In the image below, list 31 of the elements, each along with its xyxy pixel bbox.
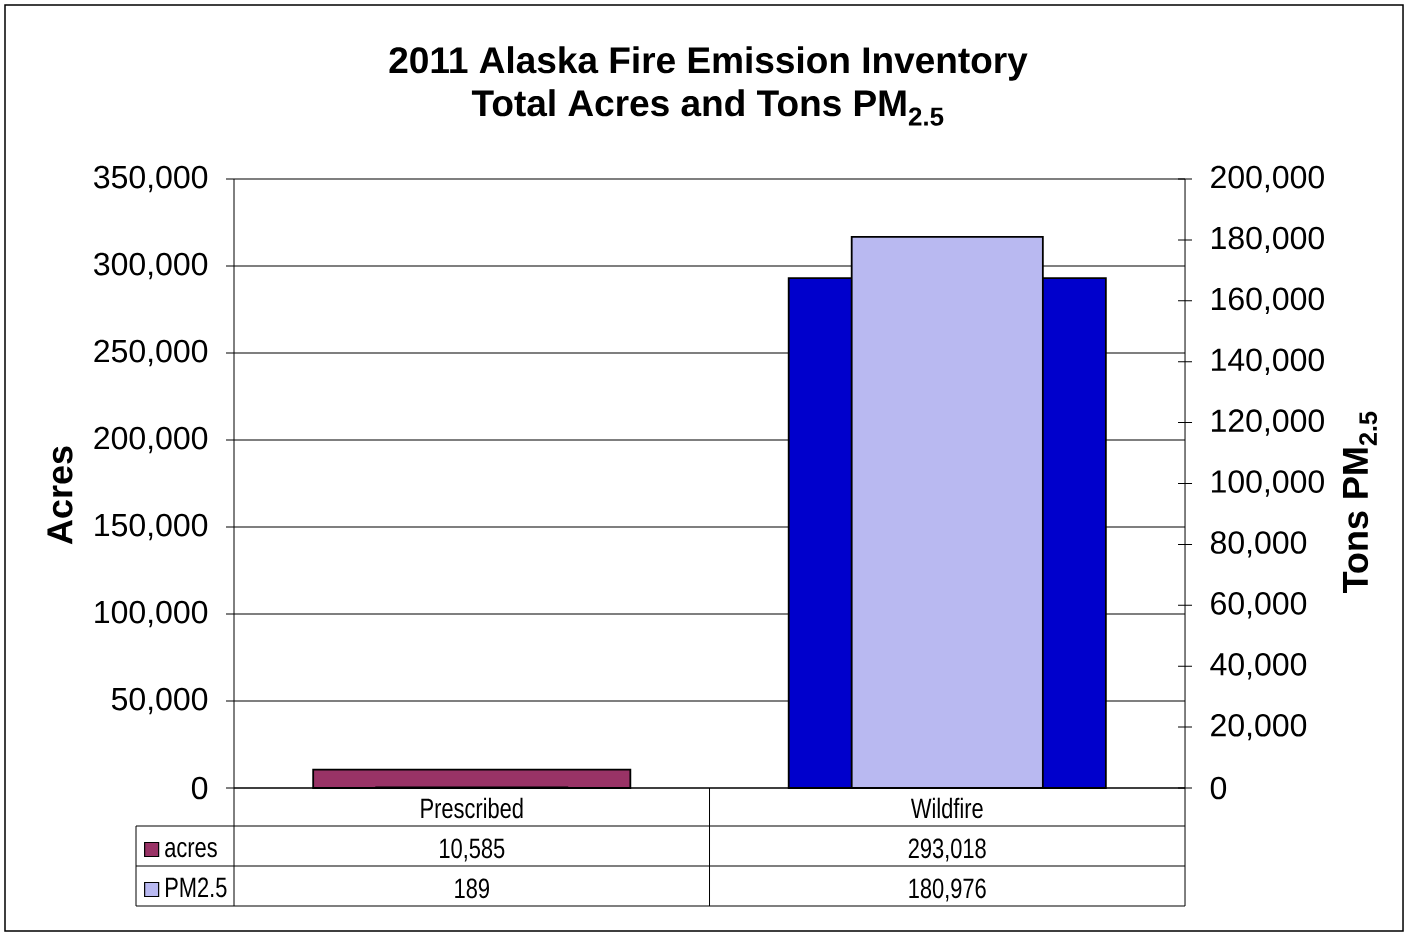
y-axis-title: Acres	[47, 446, 73, 545]
y2-tick-label: 60,000	[1211, 592, 1307, 619]
data-label: 180,976	[909, 878, 986, 902]
y-tick-label: 100,000	[95, 600, 208, 628]
data-label: 10,585	[440, 838, 505, 862]
y-tick-label: 0	[191, 776, 208, 800]
chart-subtitle: Total Acres and Tons PM$_{2.5}$	[471, 89, 944, 126]
data-label: 293,018	[908, 838, 986, 862]
legend-label: acres	[165, 841, 217, 858]
y-tick-label: 200,000	[94, 426, 208, 454]
y2-tick-label: 200,000	[1211, 165, 1324, 193]
x-tick-label: Prescribed	[421, 797, 523, 819]
y2-tick-label: 80,000	[1210, 531, 1307, 558]
y2-tick-label: 20,000	[1211, 713, 1307, 741]
y2-tick-label: 160,000	[1211, 287, 1324, 315]
y2-tick-label: 180,000	[1211, 226, 1324, 254]
y-tick-label: 50,000	[111, 687, 208, 715]
y-tick-label: 300,000	[94, 252, 208, 280]
y2-tick-label: 40,000	[1210, 652, 1307, 680]
y2-tick-label: 120,000	[1211, 409, 1324, 436]
x-tick-label: Wildfire	[910, 797, 983, 819]
data-label: 189	[455, 878, 489, 899]
y-tick-label: 350,000	[94, 165, 208, 193]
y2-tick-label: 140,000	[1211, 348, 1324, 375]
chart-title: 2011 Alaska Fire Emission Inventory	[389, 46, 1028, 81]
y2-tick-label: 100,000	[1211, 470, 1324, 497]
legend-label: PM2.5	[166, 877, 227, 898]
y2-axis-title: Tons PM$_{2.5}$	[1342, 411, 1378, 594]
y-tick-label: 150,000	[95, 513, 208, 541]
y-tick-label: 250,000	[94, 339, 208, 367]
y2-tick-label: 0	[1210, 776, 1227, 800]
